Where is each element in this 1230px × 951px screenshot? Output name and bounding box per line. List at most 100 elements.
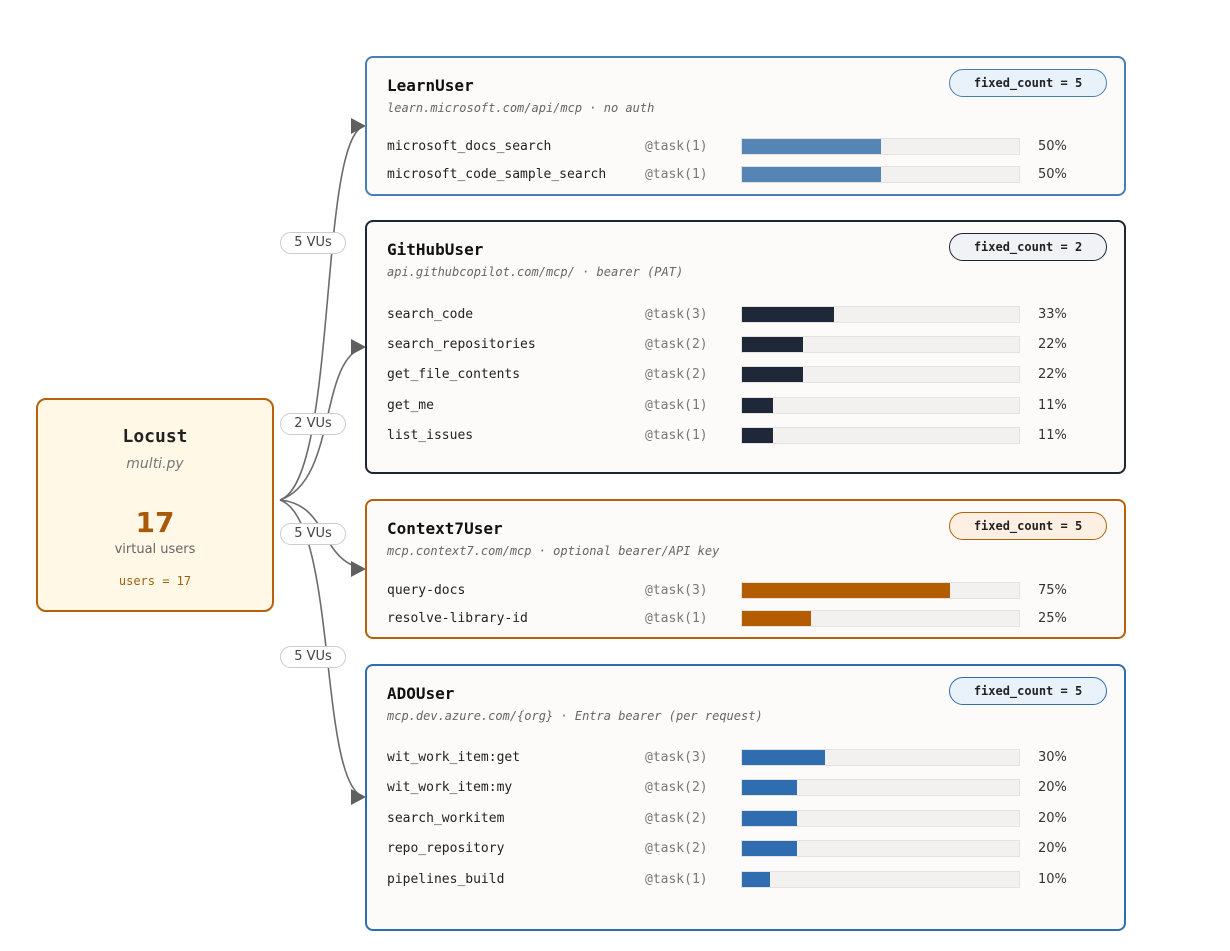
task-name: get_file_contents	[387, 367, 521, 382]
task-weight: @task(2)	[645, 841, 708, 856]
task-bar-track	[741, 366, 1020, 383]
card-endpoint: learn.microsoft.com/api/mcp · no auth	[387, 101, 655, 115]
task-name: wit_work_item:my	[387, 780, 513, 795]
task-row: resolve-library-id @task(1) 25%	[387, 608, 1107, 630]
task-percent: 33%	[1038, 307, 1067, 322]
task-bar-fill	[742, 337, 804, 352]
task-percent: 11%	[1038, 428, 1067, 443]
card-endpoint: api.githubcopilot.com/mcp/ · bearer (PAT…	[387, 265, 684, 279]
task-name: resolve-library-id	[387, 611, 528, 626]
task-row: wit_work_item:get @task(3) 30%	[387, 747, 1107, 769]
task-bar-fill	[742, 398, 773, 413]
fixed-count-badge: fixed_count = 5	[949, 69, 1107, 97]
task-bar-fill	[742, 583, 950, 598]
task-percent: 22%	[1038, 337, 1067, 352]
task-bar-track	[741, 306, 1020, 323]
task-weight: @task(3)	[645, 750, 708, 765]
virtual-user-label: virtual users	[114, 542, 196, 557]
task-row: get_file_contents @task(2) 22%	[387, 364, 1107, 386]
locust-title: Locust	[122, 426, 188, 447]
task-percent: 10%	[1038, 872, 1067, 887]
task-percent: 20%	[1038, 841, 1067, 856]
task-weight: @task(3)	[645, 307, 708, 322]
task-bar-fill	[742, 811, 798, 826]
task-bar-track	[741, 166, 1020, 183]
task-row: search_repositories @task(2) 22%	[387, 334, 1107, 356]
task-bar-track	[741, 610, 1020, 627]
task-percent: 50%	[1038, 167, 1067, 182]
task-percent: 75%	[1038, 583, 1067, 598]
task-bar-fill	[742, 841, 798, 856]
task-bar-fill	[742, 611, 812, 626]
card-title: ADOUser	[387, 684, 455, 703]
task-bar-track	[741, 138, 1020, 155]
task-percent: 11%	[1038, 398, 1067, 413]
card-title: Context7User	[387, 519, 503, 538]
task-weight: @task(1)	[645, 139, 708, 154]
arrow-github	[351, 339, 366, 355]
task-bar-fill	[742, 872, 770, 887]
task-percent: 22%	[1038, 367, 1067, 382]
task-bar-track	[741, 840, 1020, 857]
task-row: query-docs @task(3) 75%	[387, 580, 1107, 602]
task-bar-track	[741, 336, 1020, 353]
locust-file: multi.py	[126, 456, 184, 472]
task-percent: 30%	[1038, 750, 1067, 765]
task-weight: @task(1)	[645, 167, 708, 182]
task-name: search_workitem	[387, 811, 505, 826]
task-bar-fill	[742, 428, 773, 443]
task-weight: @task(1)	[645, 872, 708, 887]
task-name: list_issues	[387, 428, 474, 443]
task-bar-fill	[742, 167, 881, 182]
task-bar-fill	[742, 750, 826, 765]
task-weight: @task(2)	[645, 337, 708, 352]
task-percent: 20%	[1038, 780, 1067, 795]
task-percent: 50%	[1038, 139, 1067, 154]
card-title: GitHubUser	[387, 240, 484, 259]
fixed-count-badge: fixed_count = 5	[949, 512, 1107, 540]
learnuser-card: LearnUser learn.microsoft.com/api/mcp · …	[365, 56, 1126, 196]
adouser-card: ADOUser mcp.dev.azure.com/{org} · Entra …	[365, 664, 1126, 931]
task-name: query-docs	[387, 583, 466, 598]
task-bar-fill	[742, 367, 804, 382]
task-percent: 25%	[1038, 611, 1067, 626]
virtual-user-count: 17	[135, 506, 175, 539]
card-endpoint: mcp.context7.com/mcp · optional bearer/A…	[387, 544, 720, 558]
arrow-ado	[351, 789, 366, 805]
task-row: wit_work_item:my @task(2) 20%	[387, 777, 1107, 799]
task-weight: @task(2)	[645, 811, 708, 826]
githubuser-card: GitHubUser api.githubcopilot.com/mcp/ · …	[365, 220, 1126, 474]
edge-learn	[279, 125, 365, 501]
task-weight: @task(2)	[645, 367, 708, 382]
task-row: microsoft_docs_search @task(1) 50%	[387, 136, 1107, 158]
edge-label-learn: 5 VUs	[280, 232, 346, 254]
task-row: get_me @task(1) 11%	[387, 395, 1107, 417]
task-bar-track	[741, 397, 1020, 414]
card-endpoint: mcp.dev.azure.com/{org} · Entra bearer (…	[387, 709, 763, 723]
task-weight: @task(1)	[645, 611, 708, 626]
task-bar-track	[741, 582, 1020, 599]
edge-label-github: 2 VUs	[280, 413, 346, 435]
task-row: repo_repository @task(2) 20%	[387, 838, 1107, 860]
task-row: pipelines_build @task(1) 10%	[387, 869, 1107, 891]
task-bar-track	[741, 810, 1020, 827]
task-name: wit_work_item:get	[387, 750, 521, 765]
edge-label-context7: 5 VUs	[280, 523, 346, 545]
task-row: search_workitem @task(2) 20%	[387, 808, 1107, 830]
arrow-learn	[351, 118, 366, 134]
task-name: search_repositories	[387, 337, 536, 352]
task-bar-track	[741, 749, 1020, 766]
task-row: microsoft_code_sample_search @task(1) 50…	[387, 164, 1107, 186]
task-weight: @task(1)	[645, 398, 708, 413]
task-bar-fill	[742, 307, 835, 322]
task-bar-fill	[742, 780, 798, 795]
locust-node: Locust multi.py 17 virtual users users =…	[36, 398, 274, 612]
card-title: LearnUser	[387, 76, 474, 95]
task-weight: @task(2)	[645, 780, 708, 795]
task-row: search_code @task(3) 33%	[387, 304, 1107, 326]
context7user-card: Context7User mcp.context7.com/mcp · opti…	[365, 499, 1126, 639]
task-bar-fill	[742, 139, 881, 154]
task-name: pipelines_build	[387, 872, 505, 887]
task-name: microsoft_docs_search	[387, 139, 552, 154]
task-row: list_issues @task(1) 11%	[387, 425, 1107, 447]
